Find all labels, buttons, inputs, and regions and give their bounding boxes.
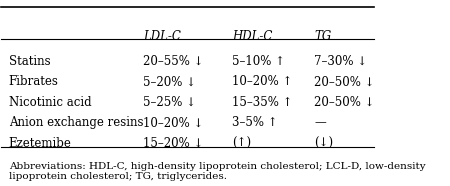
Text: 15–20% ↓: 15–20% ↓ [143,137,203,150]
Text: LDL-C: LDL-C [143,30,181,43]
Text: 20–50% ↓: 20–50% ↓ [314,96,375,109]
Text: HDL-C: HDL-C [232,30,273,43]
Text: 7–30% ↓: 7–30% ↓ [314,55,367,68]
Text: (↑): (↑) [232,137,252,150]
Text: Ezetemibe: Ezetemibe [9,137,72,150]
Text: Fibrates: Fibrates [9,75,58,88]
Text: 5–25% ↓: 5–25% ↓ [143,96,196,109]
Text: 3–5% ↑: 3–5% ↑ [232,116,278,129]
Text: 15–35% ↑: 15–35% ↑ [232,96,293,109]
Text: (↓): (↓) [314,137,333,150]
Text: —: — [314,116,326,129]
Text: Abbreviations: HDL-C, high-density lipoprotein cholesterol; LCL-D, low-density
l: Abbreviations: HDL-C, high-density lipop… [9,162,425,181]
Text: 5–10% ↑: 5–10% ↑ [232,55,285,68]
Text: Anion exchange resins: Anion exchange resins [9,116,144,129]
Text: 20–55% ↓: 20–55% ↓ [143,55,203,68]
Text: 10–20% ↑: 10–20% ↑ [232,75,292,88]
Text: TG: TG [314,30,332,43]
Text: Statins: Statins [9,55,50,68]
Text: 10–20% ↓: 10–20% ↓ [143,116,203,129]
Text: 20–50% ↓: 20–50% ↓ [314,75,375,88]
Text: Nicotinic acid: Nicotinic acid [9,96,91,109]
Text: 5–20% ↓: 5–20% ↓ [143,75,196,88]
